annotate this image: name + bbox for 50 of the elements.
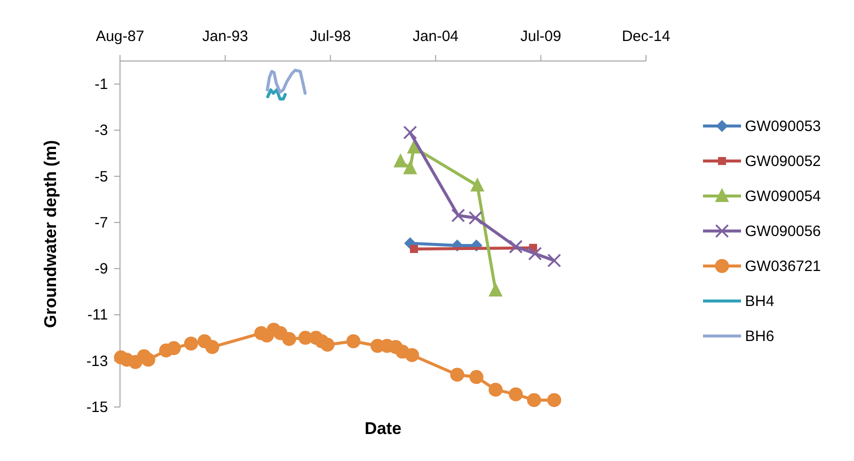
y-tick-label: -15 — [86, 399, 108, 416]
point — [184, 336, 198, 351]
y-axis-title: Groundwater depth (m) — [41, 140, 60, 328]
point — [282, 332, 296, 346]
legend-label: GW090054 — [745, 188, 821, 205]
point — [488, 382, 503, 397]
point — [410, 244, 418, 253]
x-tick-label: Jan-04 — [412, 28, 459, 45]
legend-label: GW090052 — [745, 153, 821, 170]
line-series — [266, 68, 307, 95]
y-tick-label: -7 — [94, 214, 108, 232]
point — [451, 208, 466, 222]
y-tick-label: -3 — [94, 122, 108, 140]
legend-label: GW036721 — [745, 258, 821, 275]
point — [508, 387, 523, 402]
point — [468, 210, 482, 225]
point — [403, 160, 418, 174]
y-tick-label: -13 — [86, 352, 108, 370]
point — [166, 341, 181, 356]
y-tick-label: -9 — [94, 260, 108, 278]
point — [141, 352, 156, 367]
point — [547, 254, 562, 268]
x-tick-label: Jul-09 — [520, 28, 562, 45]
point — [527, 393, 542, 408]
point — [405, 348, 420, 362]
point — [320, 338, 335, 352]
point — [450, 368, 464, 382]
point — [488, 282, 503, 297]
point — [469, 370, 484, 384]
x-tick-label: Dec-14 — [622, 28, 670, 45]
y-tick-label: -11 — [87, 306, 108, 324]
point — [508, 240, 523, 254]
x-tick-label: Jul-98 — [310, 28, 351, 45]
x-tick-label: Aug-87 — [96, 28, 144, 45]
point — [528, 246, 542, 261]
y-tick-label: -1 — [94, 76, 108, 94]
x-axis-title: Date — [364, 419, 402, 438]
y-tick-label: -5 — [94, 168, 108, 186]
point — [346, 334, 360, 348]
x-tick-label: Jan-93 — [202, 28, 248, 45]
legend-label: GW090053 — [745, 118, 821, 135]
line-series — [266, 88, 287, 101]
legend-label: BH6 — [745, 328, 774, 345]
point — [470, 178, 484, 192]
point — [547, 393, 562, 408]
legend-label: GW090056 — [745, 223, 821, 240]
point — [403, 126, 418, 140]
point — [205, 340, 220, 354]
point — [393, 153, 408, 168]
legend-label: BH4 — [745, 293, 774, 310]
